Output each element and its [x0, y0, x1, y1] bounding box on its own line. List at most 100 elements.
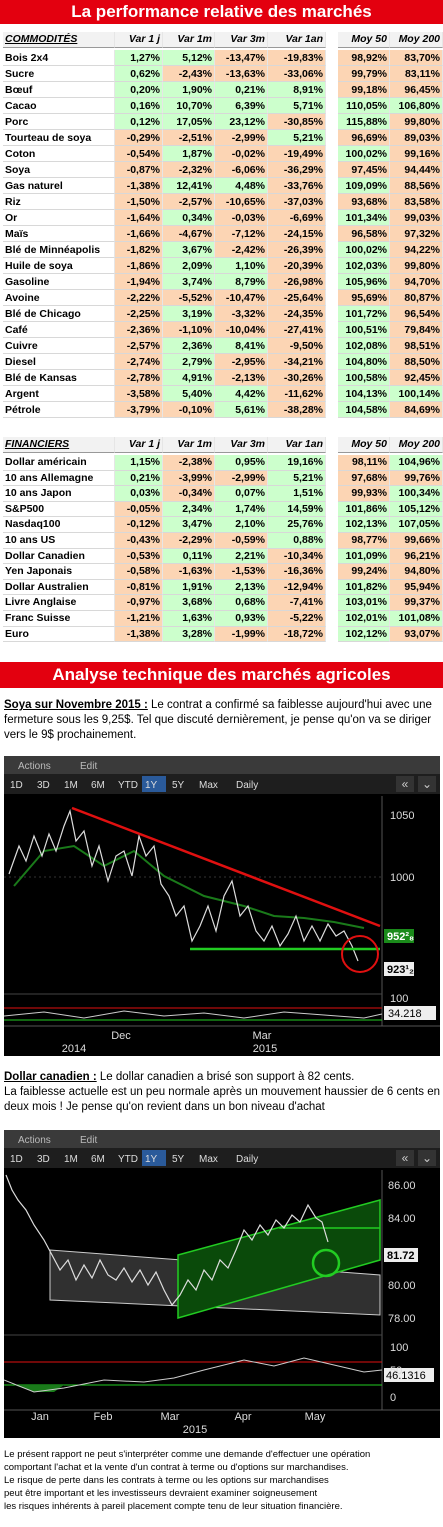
- cell-value: -0,59%: [215, 533, 268, 549]
- cell-value: 0,93%: [215, 611, 268, 627]
- cell-value: -6,69%: [268, 210, 326, 226]
- cell-value: -36,29%: [268, 162, 326, 178]
- cell-value: -1,21%: [115, 611, 163, 627]
- svg-text:⌄: ⌄: [422, 777, 432, 791]
- column-header: COMMODITÉS: [3, 32, 115, 48]
- x-year-label: 2014: [62, 1043, 86, 1055]
- cell-value: 105,96%: [338, 274, 390, 290]
- cell-value: 101,34%: [338, 210, 390, 226]
- cell-value: 2,36%: [163, 338, 215, 354]
- cell-value: -0,97%: [115, 595, 163, 611]
- cell-value: -2,43%: [163, 66, 215, 82]
- period-button[interactable]: 1M: [64, 1154, 78, 1165]
- cell-value: -1,82%: [115, 242, 163, 258]
- column-header: Var 1an: [268, 437, 326, 453]
- cell-value: -34,21%: [268, 354, 326, 370]
- row-label: Nasdaq100: [3, 517, 115, 533]
- row-label: Bois 2x4: [3, 50, 115, 66]
- svg-text:«: «: [402, 777, 409, 791]
- cell-value: 25,76%: [268, 517, 326, 533]
- period-button[interactable]: YTD: [118, 1154, 138, 1165]
- svg-text:«: «: [402, 1151, 409, 1165]
- period-selected: [142, 1150, 166, 1166]
- row-label: Tourteau de soya: [3, 130, 115, 146]
- cell-value: 93,07%: [390, 626, 443, 643]
- period-button[interactable]: 5Y: [172, 1154, 185, 1165]
- cell-value: 3,68%: [163, 595, 215, 611]
- column-header: Moy 50: [338, 437, 390, 453]
- period-button[interactable]: Max: [199, 1154, 218, 1165]
- cell-value: 97,68%: [338, 470, 390, 487]
- cell-value: -13,47%: [215, 50, 268, 66]
- cell-value: -2,32%: [163, 162, 215, 178]
- cell-value: 100,34%: [390, 486, 443, 502]
- cell-value: 83,11%: [390, 66, 443, 82]
- cell-value: 105,12%: [390, 501, 443, 518]
- cell-value: -1,64%: [115, 210, 163, 226]
- cell-value: 93,68%: [338, 194, 390, 210]
- row-label: Porc: [3, 114, 115, 130]
- x-month-label: Apr: [234, 1411, 251, 1423]
- cell-value: 4,42%: [215, 386, 268, 402]
- cell-value: -0,87%: [115, 162, 163, 178]
- period-button[interactable]: Max: [199, 780, 218, 791]
- cell-value: -9,50%: [268, 338, 326, 354]
- cell-value: 99,76%: [390, 470, 443, 487]
- period-button[interactable]: 3D: [37, 780, 50, 791]
- x-month-label: Feb: [94, 1411, 113, 1423]
- cell-value: -19,49%: [268, 146, 326, 162]
- cell-value: 104,80%: [338, 354, 390, 370]
- row-label: 10 ans Allemagne: [3, 470, 115, 487]
- period-button[interactable]: 6M: [91, 1154, 105, 1165]
- interval-select[interactable]: Daily: [236, 780, 258, 791]
- cell-value: -0,53%: [115, 548, 163, 565]
- cell-value: 0,12%: [115, 114, 163, 130]
- cell-value: -0,10%: [163, 402, 215, 418]
- period-button[interactable]: YTD: [118, 780, 138, 791]
- row-label: Livre Anglaise: [3, 595, 115, 611]
- row-label: Sucre: [3, 66, 115, 82]
- row-label: Riz: [3, 194, 115, 210]
- period-button[interactable]: 5Y: [172, 780, 185, 791]
- cad-chart: « ⌄ Actions Edit 1D 3D 1M 6M YTD 1Y 5Y Max Daily 86…: [4, 1130, 440, 1438]
- row-label: Bœuf: [3, 82, 115, 98]
- cell-value: 0,34%: [163, 210, 215, 226]
- cell-value: -1,10%: [163, 322, 215, 338]
- cell-value: -1,38%: [115, 626, 163, 643]
- row-label: Maïs: [3, 226, 115, 242]
- cell-value: -0,54%: [115, 146, 163, 162]
- cell-value: 101,08%: [390, 611, 443, 627]
- cell-value: 97,45%: [338, 162, 390, 178]
- disclaimer-line: comportant l'achat et la vente d'un cont…: [4, 1462, 349, 1473]
- indicator-tag: 46.1316: [386, 1370, 426, 1382]
- row-label: Blé de Chicago: [3, 306, 115, 322]
- disclaimer-line: peut être important et les investisseurs…: [4, 1488, 318, 1499]
- cell-value: 17,05%: [163, 114, 215, 130]
- interval-select[interactable]: Daily: [236, 1154, 258, 1165]
- period-button[interactable]: 1Y: [145, 780, 158, 791]
- cell-value: -27,41%: [268, 322, 326, 338]
- row-label: Avoine: [3, 290, 115, 306]
- cell-value: -0,29%: [115, 130, 163, 146]
- cell-value: -25,64%: [268, 290, 326, 306]
- cell-value: 99,18%: [338, 82, 390, 98]
- period-button[interactable]: 1Y: [145, 1154, 158, 1165]
- cell-value: 99,93%: [338, 486, 390, 502]
- cell-value: -2,95%: [215, 354, 268, 370]
- column-header: Var 1an: [268, 32, 326, 48]
- period-button[interactable]: 3D: [37, 1154, 50, 1165]
- cell-value: 5,21%: [268, 470, 326, 487]
- cell-value: 110,05%: [338, 98, 390, 114]
- indicator-tick: 100: [390, 1342, 408, 1354]
- period-button[interactable]: 1D: [10, 780, 23, 791]
- period-button[interactable]: 1D: [10, 1154, 23, 1165]
- cell-value: -37,03%: [268, 194, 326, 210]
- disclaimer-line: Le risque de perte dans les contrats à t…: [4, 1475, 329, 1486]
- period-button[interactable]: 1M: [64, 780, 78, 791]
- period-button[interactable]: 6M: [91, 780, 105, 791]
- cell-value: 1,74%: [215, 501, 268, 518]
- page-title: La performance relative des marchés: [0, 0, 443, 24]
- disclaimer-line: Le présent rapport ne peut s'interpréter…: [4, 1449, 371, 1460]
- cell-value: 92,45%: [390, 370, 443, 386]
- indicator-tick: 100: [390, 993, 408, 1005]
